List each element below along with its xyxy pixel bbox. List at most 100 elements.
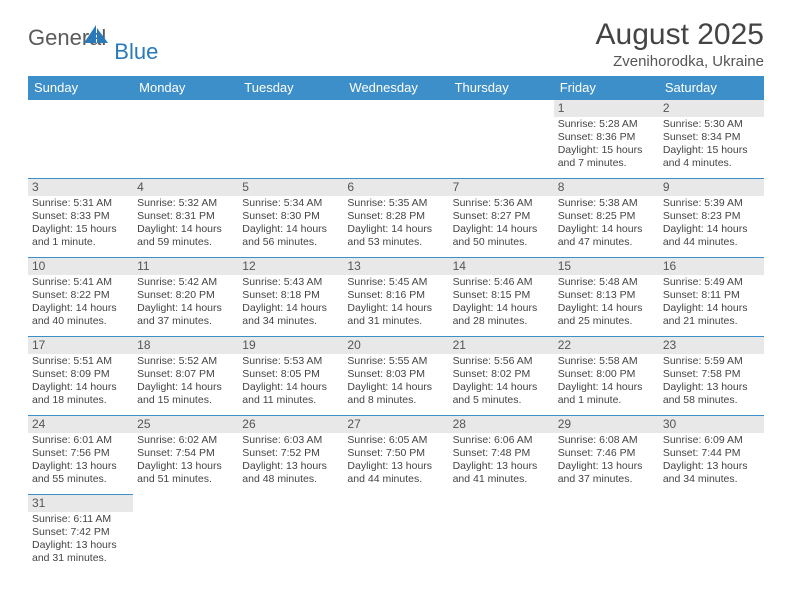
- sunset-line: Sunset: 8:18 PM: [242, 289, 339, 302]
- weekday-header: Saturday: [659, 76, 764, 100]
- day-number: 21: [449, 337, 554, 354]
- calendar-day: 24Sunrise: 6:01 AMSunset: 7:56 PMDayligh…: [28, 416, 133, 495]
- calendar-day: 25Sunrise: 6:02 AMSunset: 7:54 PMDayligh…: [133, 416, 238, 495]
- sunrise-line: Sunrise: 5:59 AM: [663, 355, 760, 368]
- daylight-line: Daylight: 13 hours and 51 minutes.: [137, 460, 234, 486]
- day-details: Sunrise: 5:58 AMSunset: 8:00 PMDaylight:…: [554, 354, 659, 409]
- weekday-header: Thursday: [449, 76, 554, 100]
- daylight-line: Daylight: 15 hours and 1 minute.: [32, 223, 129, 249]
- day-details: Sunrise: 5:45 AMSunset: 8:16 PMDaylight:…: [343, 275, 448, 330]
- weekday-header: Tuesday: [238, 76, 343, 100]
- day-number: 18: [133, 337, 238, 354]
- calendar-day: 15Sunrise: 5:48 AMSunset: 8:13 PMDayligh…: [554, 258, 659, 337]
- calendar-body: 1Sunrise: 5:28 AMSunset: 8:36 PMDaylight…: [28, 100, 764, 574]
- calendar-page: General Blue August 2025 Zvenihorodka, U…: [0, 0, 792, 574]
- calendar-day: 11Sunrise: 5:42 AMSunset: 8:20 PMDayligh…: [133, 258, 238, 337]
- calendar-week: 3Sunrise: 5:31 AMSunset: 8:33 PMDaylight…: [28, 179, 764, 258]
- sunrise-line: Sunrise: 6:05 AM: [347, 434, 444, 447]
- calendar-day: 6Sunrise: 5:35 AMSunset: 8:28 PMDaylight…: [343, 179, 448, 258]
- sunrise-line: Sunrise: 5:36 AM: [453, 197, 550, 210]
- daylight-line: Daylight: 14 hours and 50 minutes.: [453, 223, 550, 249]
- daylight-line: Daylight: 14 hours and 47 minutes.: [558, 223, 655, 249]
- daylight-line: Daylight: 14 hours and 40 minutes.: [32, 302, 129, 328]
- sunset-line: Sunset: 8:03 PM: [347, 368, 444, 381]
- day-details: Sunrise: 6:03 AMSunset: 7:52 PMDaylight:…: [238, 433, 343, 488]
- day-number: 25: [133, 416, 238, 433]
- sunrise-line: Sunrise: 5:51 AM: [32, 355, 129, 368]
- sunset-line: Sunset: 8:00 PM: [558, 368, 655, 381]
- day-details: Sunrise: 5:53 AMSunset: 8:05 PMDaylight:…: [238, 354, 343, 409]
- weekday-header: Monday: [133, 76, 238, 100]
- sail-icon: [82, 23, 110, 45]
- calendar-day-empty: [659, 495, 764, 574]
- day-number: 9: [659, 179, 764, 196]
- calendar-week: 10Sunrise: 5:41 AMSunset: 8:22 PMDayligh…: [28, 258, 764, 337]
- sunset-line: Sunset: 7:56 PM: [32, 447, 129, 460]
- sunset-line: Sunset: 8:07 PM: [137, 368, 234, 381]
- sunset-line: Sunset: 7:46 PM: [558, 447, 655, 460]
- calendar-day: 31Sunrise: 6:11 AMSunset: 7:42 PMDayligh…: [28, 495, 133, 574]
- sunset-line: Sunset: 8:34 PM: [663, 131, 760, 144]
- daylight-line: Daylight: 14 hours and 21 minutes.: [663, 302, 760, 328]
- sunrise-line: Sunrise: 5:46 AM: [453, 276, 550, 289]
- sunset-line: Sunset: 7:54 PM: [137, 447, 234, 460]
- calendar-day-empty: [449, 495, 554, 574]
- day-number: 12: [238, 258, 343, 275]
- calendar-day: 23Sunrise: 5:59 AMSunset: 7:58 PMDayligh…: [659, 337, 764, 416]
- sunset-line: Sunset: 8:20 PM: [137, 289, 234, 302]
- calendar-day-empty: [449, 100, 554, 179]
- sunset-line: Sunset: 8:25 PM: [558, 210, 655, 223]
- sunset-line: Sunset: 8:33 PM: [32, 210, 129, 223]
- sunrise-line: Sunrise: 5:43 AM: [242, 276, 339, 289]
- day-number: 17: [28, 337, 133, 354]
- sunrise-line: Sunrise: 5:58 AM: [558, 355, 655, 368]
- daylight-line: Daylight: 13 hours and 55 minutes.: [32, 460, 129, 486]
- day-details: Sunrise: 6:02 AMSunset: 7:54 PMDaylight:…: [133, 433, 238, 488]
- title-block: August 2025 Zvenihorodka, Ukraine: [596, 18, 764, 70]
- day-number: 14: [449, 258, 554, 275]
- day-details: Sunrise: 6:09 AMSunset: 7:44 PMDaylight:…: [659, 433, 764, 488]
- sunrise-line: Sunrise: 5:31 AM: [32, 197, 129, 210]
- sunrise-line: Sunrise: 5:48 AM: [558, 276, 655, 289]
- calendar-week: 17Sunrise: 5:51 AMSunset: 8:09 PM Dayligh…: [28, 337, 764, 416]
- daylight-line: Daylight: 14 hours and 34 minutes.: [242, 302, 339, 328]
- sunrise-line: Sunrise: 6:09 AM: [663, 434, 760, 447]
- day-number: 3: [28, 179, 133, 196]
- day-number: 8: [554, 179, 659, 196]
- day-number: 13: [343, 258, 448, 275]
- sunset-line: Sunset: 8:11 PM: [663, 289, 760, 302]
- calendar-day: 29Sunrise: 6:08 AMSunset: 7:46 PMDayligh…: [554, 416, 659, 495]
- sunrise-line: Sunrise: 6:02 AM: [137, 434, 234, 447]
- calendar-day: 1Sunrise: 5:28 AMSunset: 8:36 PMDaylight…: [554, 100, 659, 179]
- sunset-line: Sunset: 8:36 PM: [558, 131, 655, 144]
- daylight-line: Daylight: 14 hours and 59 minutes.: [137, 223, 234, 249]
- daylight-line: Daylight: 15 hours and 4 minutes.: [663, 144, 760, 170]
- sunrise-line: Sunrise: 5:41 AM: [32, 276, 129, 289]
- calendar-day: 14Sunrise: 5:46 AMSunset: 8:15 PMDayligh…: [449, 258, 554, 337]
- daylight-line: Daylight: 13 hours and 34 minutes.: [663, 460, 760, 486]
- header: General Blue August 2025 Zvenihorodka, U…: [28, 18, 764, 70]
- weekday-header: Wednesday: [343, 76, 448, 100]
- day-details: Sunrise: 6:01 AMSunset: 7:56 PMDaylight:…: [28, 433, 133, 488]
- sunset-line: Sunset: 8:27 PM: [453, 210, 550, 223]
- brand-logo: General Blue: [28, 18, 172, 58]
- calendar-day: 20Sunrise: 5:55 AMSunset: 8:03 PMDayligh…: [343, 337, 448, 416]
- daylight-line: Daylight: 14 hours and 15 minutes.: [137, 381, 234, 407]
- sunrise-line: Sunrise: 6:08 AM: [558, 434, 655, 447]
- daylight-line: Daylight: 14 hours and 1 minute.: [558, 381, 655, 407]
- calendar-day: 12Sunrise: 5:43 AMSunset: 8:18 PMDayligh…: [238, 258, 343, 337]
- sunrise-line: Sunrise: 5:42 AM: [137, 276, 234, 289]
- day-number: 6: [343, 179, 448, 196]
- day-number: 22: [554, 337, 659, 354]
- day-number: 19: [238, 337, 343, 354]
- calendar-day: 2Sunrise: 5:30 AMSunset: 8:34 PMDaylight…: [659, 100, 764, 179]
- daylight-line: Daylight: 15 hours and 7 minutes.: [558, 144, 655, 170]
- day-number: 11: [133, 258, 238, 275]
- calendar-day-empty: [343, 100, 448, 179]
- sunset-line: Sunset: 8:13 PM: [558, 289, 655, 302]
- day-number: 27: [343, 416, 448, 433]
- calendar-week: 31Sunrise: 6:11 AMSunset: 7:42 PMDayligh…: [28, 495, 764, 574]
- weekday-header: Friday: [554, 76, 659, 100]
- sunset-line: Sunset: 8:09 PM: [32, 368, 129, 381]
- calendar-day: 22Sunrise: 5:58 AMSunset: 8:00 PMDayligh…: [554, 337, 659, 416]
